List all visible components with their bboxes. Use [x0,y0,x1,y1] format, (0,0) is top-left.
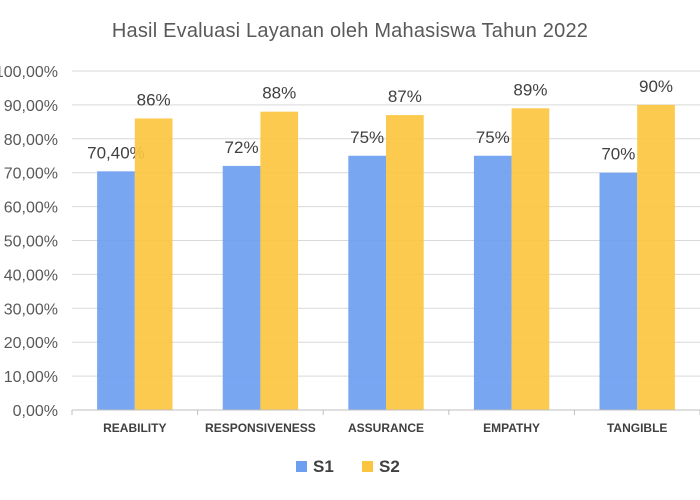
y-tick-label: 20,00% [4,335,58,352]
bar-s1 [348,155,386,410]
legend-label: S1 [313,457,334,476]
bar-s2 [260,111,299,411]
x-tick-label: ASSURANCE [348,421,424,435]
y-axis: 0,00% 10,00% 20,00% 30,00% 40,00% 50,00% 60,00… [0,64,58,420]
data-label: 75% [350,128,384,147]
chart-title: Hasil Evaluasi Layanan oleh Mahasiswa Ta… [112,20,588,42]
data-label: 90% [639,77,673,96]
data-label: 75% [476,128,510,147]
y-tick-label: 80,00% [4,132,58,149]
data-label: 89% [513,80,547,99]
data-label: 87% [388,87,422,106]
legend-swatch [296,461,307,472]
bar-s1 [599,172,638,410]
bar-s2 [134,118,173,411]
bar-s1 [97,171,135,410]
legend-label: S2 [379,457,400,476]
x-tick-label: RESPONSIVENESS [205,421,316,435]
legend-swatch [362,461,373,472]
data-label: 86% [137,90,171,109]
y-tick-label: 10,00% [4,369,58,386]
y-tick-label: 50,00% [4,234,58,251]
data-label: 70,40% [87,143,145,162]
x-tick-label: REABILITY [103,421,166,435]
y-tick-label: 60,00% [4,200,58,217]
x-tick-label: EMPATHY [483,421,540,435]
bar-s2 [637,104,675,411]
data-label: 70% [601,145,635,164]
bar-s2 [386,115,424,410]
y-tick-label: 30,00% [4,301,58,318]
y-tick-label: 90,00% [4,98,58,115]
y-tick-label: 70,00% [4,166,58,183]
data-label: 88% [262,84,296,103]
x-tick-label: TANGIBLE [607,421,667,435]
x-axis: REABILITY RESPONSIVENESS ASSURANCE EMPATHY T… [71,409,700,435]
bar-s1 [222,165,261,410]
bars: 70,40% 86% 72% 88% 75% 87% 75% 89% 70% 90% [87,77,675,411]
bar-s2 [511,108,550,410]
y-tick-label: 40,00% [4,267,58,284]
bar-s1 [473,155,512,410]
legend: S1 S2 [296,457,400,476]
y-tick-label: 100,00% [0,64,58,81]
data-label: 72% [225,138,259,157]
y-tick-label: 0,00% [13,403,58,420]
